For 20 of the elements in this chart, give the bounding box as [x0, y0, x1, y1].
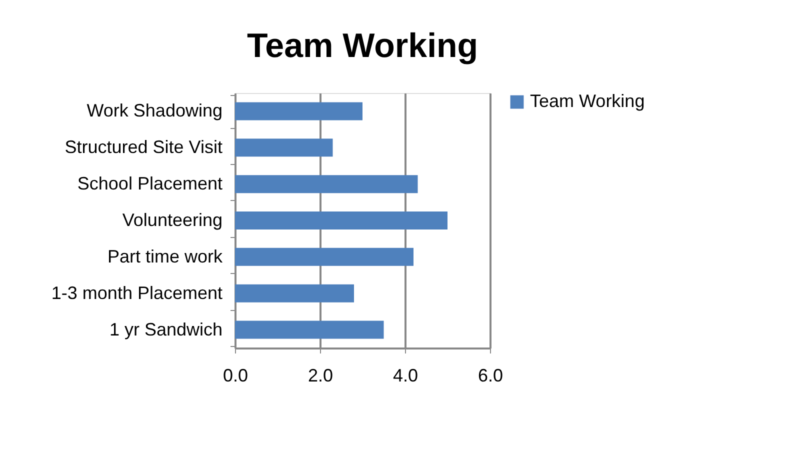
y-tick-label: Volunteering	[122, 210, 222, 230]
x-tick-label: 0.0	[222, 366, 248, 386]
bar	[235, 320, 384, 339]
y-tick-label: Part time work	[107, 246, 224, 266]
y-tick-label: 1-3 month Placement	[51, 282, 222, 303]
y-tick-label: Work Shadowing	[86, 100, 222, 121]
bar	[235, 248, 414, 266]
x-tick-label: 4.0	[392, 366, 418, 386]
bar	[235, 175, 418, 194]
y-tick-label: 1 yr Sandwich	[109, 319, 222, 340]
bar	[235, 212, 448, 230]
bar	[235, 138, 333, 157]
x-tick-label: 2.0	[308, 366, 334, 386]
y-tick-label: School Placement	[77, 174, 222, 194]
legend-label: Team Working	[530, 91, 645, 111]
bar	[235, 284, 354, 302]
x-tick-label: 6.0	[478, 366, 504, 386]
bar	[235, 102, 362, 120]
chart-title: Team Working	[246, 27, 478, 65]
y-tick-label: Structured Site Visit	[64, 137, 222, 158]
